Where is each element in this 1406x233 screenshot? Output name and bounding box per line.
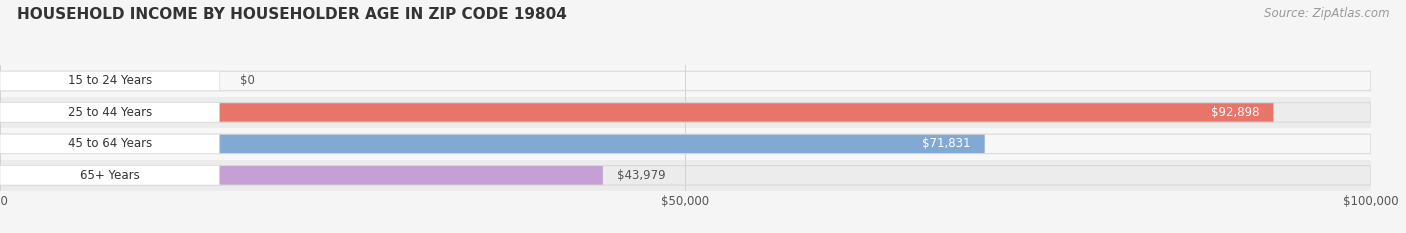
- FancyBboxPatch shape: [0, 134, 219, 154]
- FancyBboxPatch shape: [0, 134, 984, 154]
- Bar: [0, 97, 1371, 128]
- Bar: [0, 128, 1371, 160]
- Text: $43,979: $43,979: [617, 169, 665, 182]
- Text: $0: $0: [240, 75, 254, 87]
- Text: 45 to 64 Years: 45 to 64 Years: [67, 137, 152, 150]
- FancyBboxPatch shape: [0, 103, 219, 122]
- Text: HOUSEHOLD INCOME BY HOUSEHOLDER AGE IN ZIP CODE 19804: HOUSEHOLD INCOME BY HOUSEHOLDER AGE IN Z…: [17, 7, 567, 22]
- Text: 25 to 44 Years: 25 to 44 Years: [67, 106, 152, 119]
- FancyBboxPatch shape: [0, 166, 219, 185]
- FancyBboxPatch shape: [0, 103, 1274, 122]
- Bar: [0, 65, 1371, 97]
- Bar: [0, 160, 1371, 191]
- Text: 15 to 24 Years: 15 to 24 Years: [67, 75, 152, 87]
- FancyBboxPatch shape: [0, 166, 603, 185]
- FancyBboxPatch shape: [0, 71, 219, 91]
- Text: 65+ Years: 65+ Years: [80, 169, 139, 182]
- Text: $71,831: $71,831: [922, 137, 972, 150]
- Text: $92,898: $92,898: [1212, 106, 1260, 119]
- Text: Source: ZipAtlas.com: Source: ZipAtlas.com: [1264, 7, 1389, 20]
